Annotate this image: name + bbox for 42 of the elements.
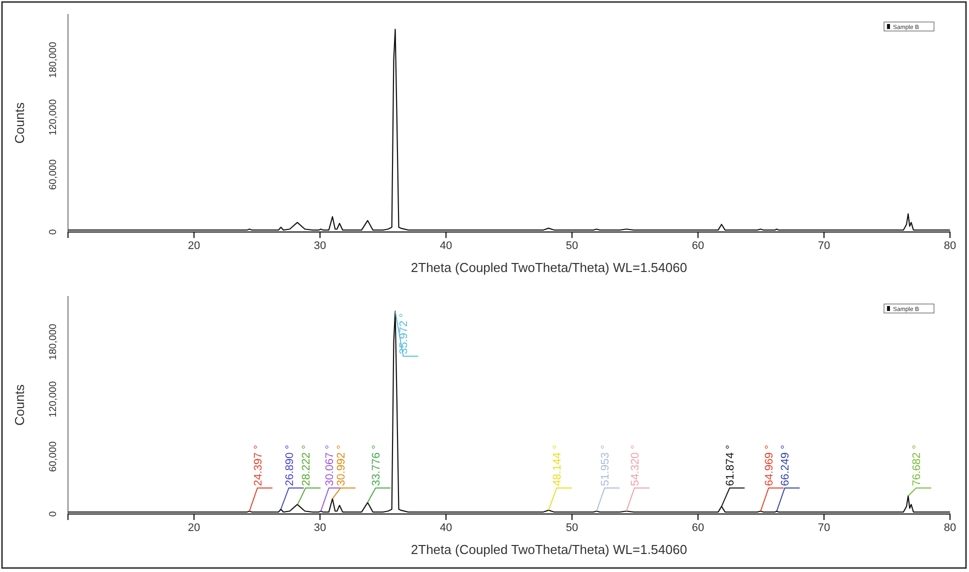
annotation: 64.969 °	[764, 444, 776, 486]
y-tick-label: 60,000	[48, 158, 59, 190]
annotation: 51.953 °	[600, 444, 612, 486]
x-axis-title: 2Theta (Coupled TwoTheta/Theta) WL=1.54060	[410, 542, 688, 557]
y-tick-label: 180,000	[48, 323, 59, 360]
y-tick-label: 120,000	[48, 380, 59, 418]
annotation: 48.144 °	[552, 444, 564, 486]
annotation: 35.972 °	[398, 313, 410, 354]
x-tick-label: 40	[440, 240, 452, 252]
annotation: 66.249 °	[780, 444, 792, 486]
x-tick-label: 50	[566, 240, 578, 252]
x-tick-label: 80	[944, 240, 956, 252]
x-tick-label: 50	[566, 522, 578, 534]
x-tick-label: 60	[692, 522, 704, 534]
x-tick-label: 30	[314, 240, 326, 252]
y-tick-label: 0	[48, 228, 59, 235]
y-tick-label: 180,000	[48, 41, 59, 78]
x-tick-label: 40	[440, 522, 452, 534]
x-tick-label: 60	[692, 240, 704, 252]
x-tick-label: 70	[818, 240, 830, 252]
y-tick-label: 60,000	[48, 440, 59, 472]
x-tick-label: 20	[188, 522, 200, 534]
y-axis-title: Counts	[12, 384, 27, 426]
annotation: 26.890 °	[284, 444, 296, 486]
annotation: 30.992 °	[336, 444, 348, 486]
x-tick-label: 80	[944, 522, 956, 534]
annotation: 33.776 °	[370, 444, 383, 486]
annotation: 61.874 °	[724, 444, 737, 486]
annotation: 30.067 °	[324, 444, 336, 486]
x-tick-label: 70	[818, 522, 830, 534]
y-tick-label: 0	[48, 510, 59, 517]
annotation: 54.320 °	[629, 444, 642, 486]
line-series	[67, 28, 951, 231]
y-tick-label: 120,000	[48, 98, 59, 136]
x-tick-label: 20	[188, 240, 200, 252]
annotation: 24.397 °	[252, 444, 264, 486]
x-tick-label: 30	[314, 522, 326, 534]
y-axis-title: Counts	[12, 102, 27, 144]
annotation: 28.222 °	[300, 444, 313, 486]
line-series	[67, 310, 951, 513]
annotation: 76.682 °	[911, 444, 924, 486]
x-axis-title: 2Theta (Coupled TwoTheta/Theta) WL=1.54060	[410, 260, 688, 275]
